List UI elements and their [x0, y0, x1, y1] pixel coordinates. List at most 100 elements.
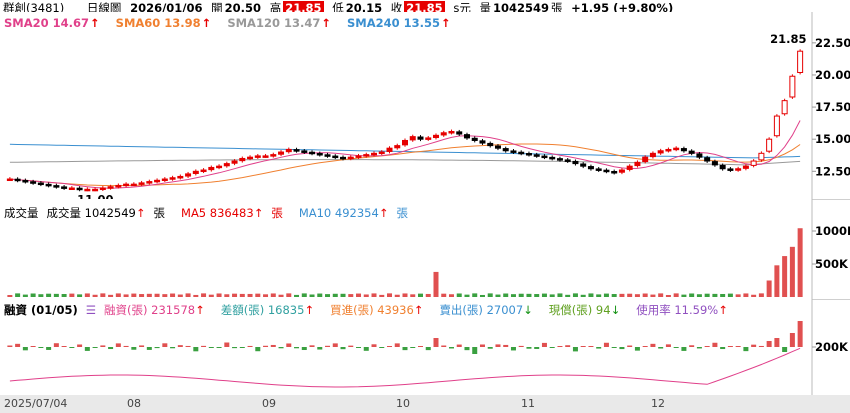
volume-axis-label: 500K: [815, 257, 849, 271]
period-label[interactable]: 日線圖: [86, 1, 122, 15]
volume-bar: [456, 293, 462, 297]
margin-bar: [627, 345, 633, 347]
volume-bar: [84, 293, 90, 297]
volume-bar: [394, 294, 400, 297]
volume-bar: [301, 293, 307, 297]
volume-bar: [270, 293, 276, 297]
margin-bar: [720, 347, 726, 350]
margin-bar: [596, 347, 602, 349]
candle-body: [642, 156, 649, 163]
candle-body: [347, 156, 354, 160]
volume-bar: [673, 293, 679, 297]
candle-body: [611, 171, 618, 174]
volume-bar: [325, 294, 331, 297]
margin-bar: [503, 344, 509, 347]
volume-bar: [448, 294, 454, 297]
margin-bar: [433, 338, 439, 347]
volume-bar: [340, 293, 346, 297]
volume-bar: [789, 246, 795, 297]
candle-body: [781, 100, 788, 115]
margin-bar: [696, 347, 702, 349]
margin-bar: [689, 345, 695, 347]
margin-bar: [77, 344, 83, 347]
margin-bar: [263, 345, 269, 347]
margin-bar: [224, 342, 230, 347]
volume-bar: [208, 294, 214, 297]
volume-bar: [417, 293, 423, 297]
up-arrow-icon: ↑: [378, 206, 389, 220]
volume-chart[interactable]: 1000K 500K: [0, 199, 850, 299]
candle-body: [525, 153, 532, 156]
margin-chart[interactable]: 200K: [0, 299, 850, 395]
menu-icon[interactable]: ☰: [85, 303, 97, 317]
candle-body: [673, 147, 680, 151]
candle-body: [262, 155, 269, 158]
candle-body: [107, 186, 114, 189]
volume-bar: [348, 294, 354, 297]
margin-bar: [588, 346, 594, 347]
open-value: 20.50: [224, 1, 262, 15]
candle-body: [696, 153, 703, 158]
candle-body: [332, 155, 339, 159]
margin-bar: [712, 342, 718, 347]
margin-bar: [774, 338, 780, 347]
x-axis-label: 11: [521, 397, 535, 410]
volume-legend-item: MA10 492354↑ 張: [298, 206, 408, 220]
up-arrow-icon: ↑: [253, 206, 264, 220]
margin-bar: [448, 347, 454, 349]
margin-bar: [294, 347, 300, 349]
volume-value: 1042549: [492, 1, 549, 15]
candle-body: [735, 168, 742, 171]
sma20-line: [9, 120, 801, 189]
margin-bar: [7, 345, 13, 347]
margin-bar: [84, 347, 90, 351]
margin-bar: [727, 346, 733, 347]
volume-bar: [797, 228, 803, 297]
candle-body: [409, 136, 416, 141]
price-panel: 22.50 20.00 17.50 15.00 12.50 21.85 11.00 SMA2…: [0, 12, 850, 199]
margin-bar: [356, 347, 362, 348]
candle-body: [665, 148, 672, 152]
price-legend-item: SMA20 14.67↑: [4, 16, 100, 30]
candle-body: [773, 115, 780, 137]
volume-bar: [185, 293, 191, 297]
volume-label: 量: [479, 1, 491, 15]
margin-bar: [441, 345, 447, 347]
candle-body: [216, 165, 223, 169]
volume-bar: [557, 293, 563, 297]
price-axis-label: 20.00: [815, 68, 850, 82]
margin-bar: [92, 347, 98, 348]
margin-bar: [255, 347, 261, 352]
volume-bar: [743, 293, 749, 297]
high-label: 高: [269, 1, 282, 15]
margin-bar: [340, 347, 346, 350]
price-chart[interactable]: 22.50 20.00 17.50 15.00 12.50 21.85 11.00: [0, 12, 850, 199]
margin-bar: [479, 344, 485, 347]
margin-legend-item: 現償(張) 94↓: [548, 303, 621, 317]
margin-bar: [115, 343, 121, 347]
stock-name[interactable]: 群創(3481): [3, 1, 65, 15]
volume-bar: [774, 265, 780, 297]
margin-bar: [208, 347, 214, 348]
margin-bar: [270, 344, 276, 347]
volume-bar: [61, 294, 67, 297]
margin-bar: [363, 347, 369, 351]
volume-bar: [193, 294, 199, 297]
volume-bar: [332, 293, 338, 297]
up-arrow-icon: ↑: [135, 206, 146, 220]
sma120-line: [9, 159, 801, 166]
margin-bar: [402, 347, 408, 351]
volume-bar: [658, 293, 664, 297]
volume-bar: [154, 293, 160, 297]
volume-bar: [232, 293, 238, 297]
margin-bar: [170, 347, 176, 349]
candle-body: [386, 147, 393, 152]
candle-body: [84, 188, 91, 192]
margin-bar: [108, 347, 114, 350]
price-axis-label: 15.00: [815, 132, 850, 146]
volume-bar: [263, 294, 269, 297]
margin-bar: [642, 346, 648, 347]
price-plot-area: [0, 12, 812, 199]
price-axis-label: 12.50: [815, 164, 850, 178]
